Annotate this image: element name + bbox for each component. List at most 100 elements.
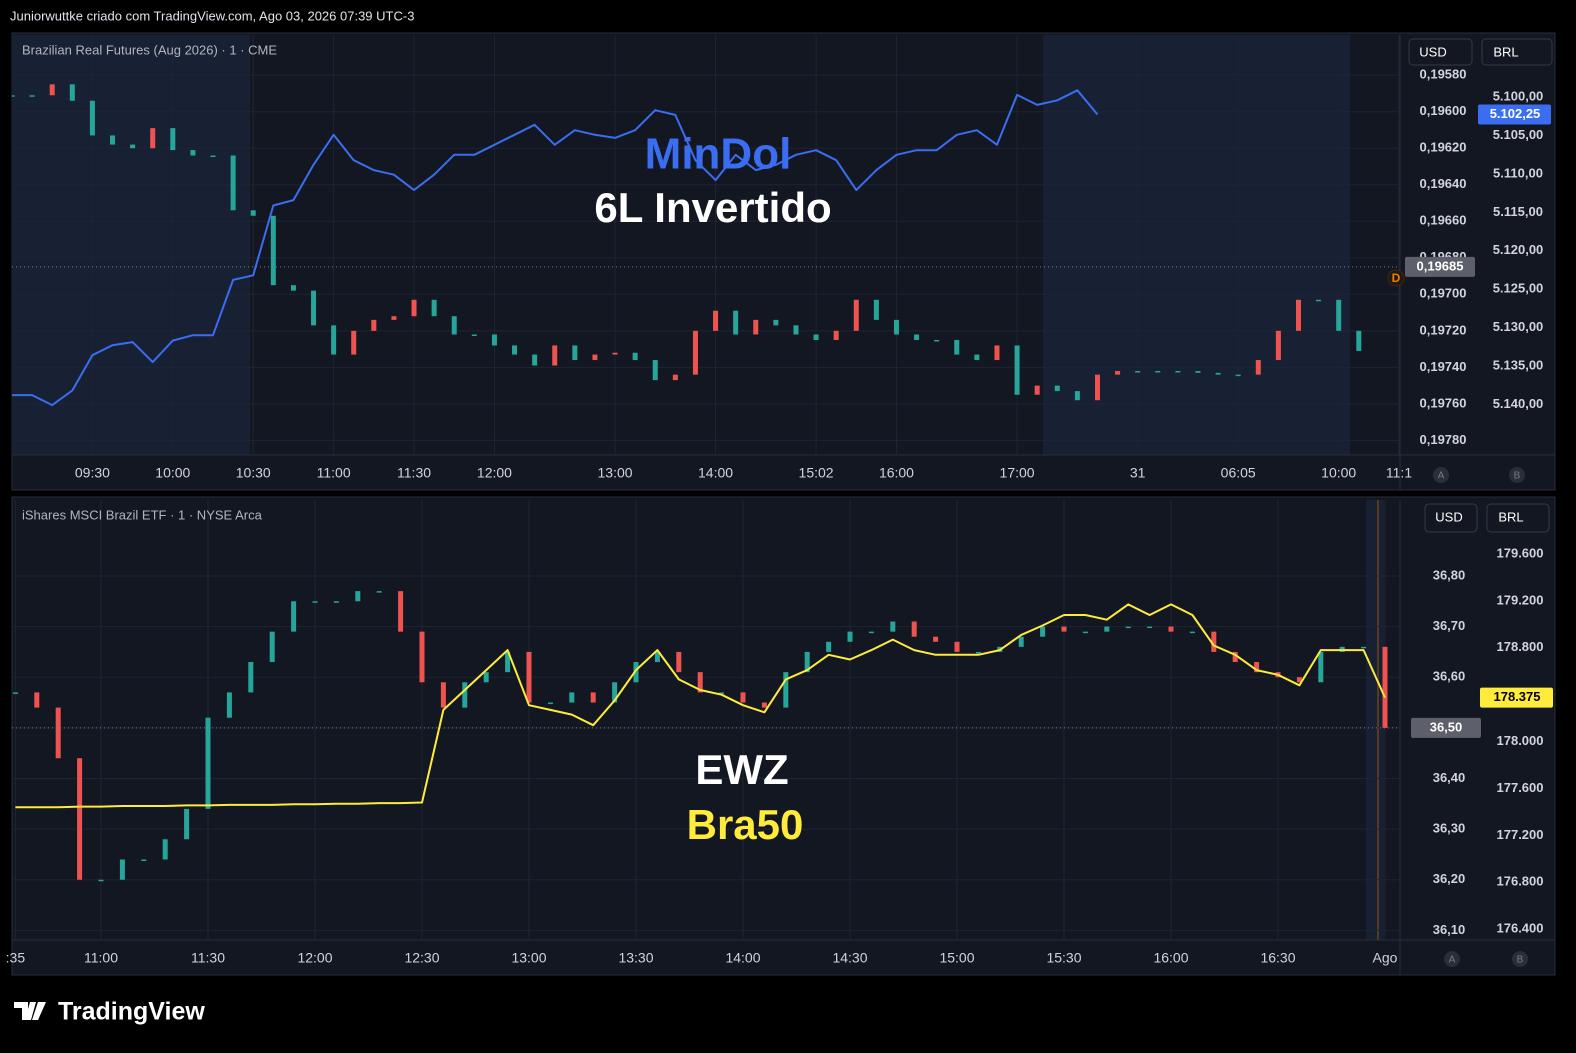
currency-button-label[interactable]: USD [1435, 509, 1462, 524]
candle [1018, 636, 1024, 647]
x-tick-label: 15:02 [799, 465, 834, 481]
y-tick-label: 0,19760 [1420, 395, 1467, 410]
scale-button[interactable] [1433, 467, 1449, 483]
y2-tick-label: 178.800 [1497, 639, 1544, 654]
candle [1168, 626, 1174, 632]
scale-button[interactable] [1444, 951, 1460, 967]
y2-tick-label: 5.130,00 [1493, 319, 1544, 334]
candle [954, 339, 960, 355]
candle [1361, 646, 1367, 649]
candle [1147, 626, 1153, 629]
candle [1211, 631, 1217, 652]
y-tick-label: 0,19600 [1420, 103, 1467, 118]
candle [351, 330, 357, 355]
last-value-box [1405, 256, 1475, 277]
candle [1382, 646, 1388, 728]
scale-button-label[interactable]: A [1438, 471, 1445, 482]
bottom-overlay: 36,10 36,20 36,30 36,40 36,50 36,60 36,70 36,80… [6, 545, 1553, 966]
candle [391, 316, 397, 320]
candle [451, 316, 457, 335]
candle [672, 374, 678, 381]
candle [371, 319, 377, 331]
y2-tick-label: 5.120,00 [1493, 242, 1544, 257]
x-tick-label: 11:30 [397, 465, 431, 481]
candle [652, 360, 658, 381]
scale-button[interactable] [1509, 467, 1525, 483]
currency-button-label[interactable]: BRL [1493, 44, 1518, 59]
scale-button-label[interactable]: B [1517, 955, 1524, 966]
x-tick-label: 10:00 [1321, 465, 1356, 481]
candle [150, 128, 156, 149]
candle [1296, 677, 1302, 683]
x-tick-label: 11:1 [1386, 465, 1412, 481]
x-tick-label: 31 [1130, 465, 1146, 481]
candle [547, 702, 553, 705]
candle [569, 692, 575, 703]
x-tick-label: 12:00 [297, 950, 332, 966]
candle [847, 631, 853, 642]
candle [491, 334, 497, 346]
y2-tick-label: 5.135,00 [1493, 357, 1544, 372]
candle [893, 319, 899, 335]
candle [1232, 651, 1238, 663]
x-tick-label: 14:00 [725, 950, 760, 966]
candle [1356, 330, 1362, 351]
bottom-panel [11, 496, 1556, 976]
currency-button[interactable] [1486, 503, 1550, 533]
candle [55, 707, 61, 759]
header-text: Juniorwuttke criado com TradingView.com,… [10, 8, 414, 23]
candle [1082, 631, 1088, 634]
y-tick-label: 36,20 [1433, 871, 1466, 886]
x-tick-label: 14:30 [832, 950, 867, 966]
last-value-label: 178.375 [1494, 689, 1541, 704]
y-tick-label: 36,80 [1433, 567, 1466, 582]
x-tick-label: 10:00 [155, 465, 190, 481]
candle [1074, 391, 1080, 401]
currency-button-label[interactable]: BRL [1498, 509, 1523, 524]
x-tick-label: :35 [6, 950, 26, 966]
candle [471, 334, 477, 336]
candle [89, 100, 95, 136]
marker-badge[interactable] [1387, 269, 1405, 287]
y-tick-label: 0,19640 [1420, 176, 1467, 191]
candle [130, 144, 136, 149]
candle [333, 601, 339, 603]
candle [210, 155, 216, 158]
x-tick-label: 16:00 [1153, 950, 1188, 966]
candle [29, 95, 35, 97]
x-tick-label: 13:00 [511, 950, 546, 966]
candle [311, 290, 317, 326]
candle [753, 319, 759, 335]
scale-button[interactable] [1512, 951, 1528, 967]
marker-label[interactable]: D [1392, 271, 1401, 285]
candle [1125, 626, 1131, 629]
x-tick-label: 06:05 [1221, 465, 1256, 481]
x-tick-label: 16:00 [879, 465, 914, 481]
candle [411, 299, 417, 317]
candle [532, 354, 538, 366]
y-tick-label: 0,19580 [1420, 67, 1467, 82]
candle [462, 682, 468, 708]
candle [692, 330, 698, 375]
candle [1255, 360, 1261, 375]
y2-tick-label: 179.200 [1497, 592, 1544, 607]
y2-tick-label: 5.110,00 [1493, 165, 1543, 180]
candle [1295, 299, 1301, 331]
candle [612, 352, 618, 355]
session-shade [1043, 35, 1350, 455]
currency-button[interactable] [1481, 38, 1553, 66]
currency-button-label[interactable]: USD [1419, 44, 1446, 59]
series-line [12, 89, 1099, 407]
candle [77, 758, 83, 880]
candle [226, 692, 232, 718]
last-value-label: 36,50 [1430, 719, 1463, 734]
scale-button-label[interactable]: A [1449, 955, 1456, 966]
candle [1275, 330, 1281, 361]
currency-button[interactable] [1424, 503, 1478, 533]
currency-button[interactable] [1408, 38, 1473, 66]
candle [1040, 626, 1046, 637]
candle [170, 128, 176, 151]
scale-button-label[interactable]: B [1514, 471, 1521, 482]
chart-title: Brazilian Real Futures (Aug 2026) · 1 · … [22, 42, 277, 57]
candle [398, 591, 404, 632]
